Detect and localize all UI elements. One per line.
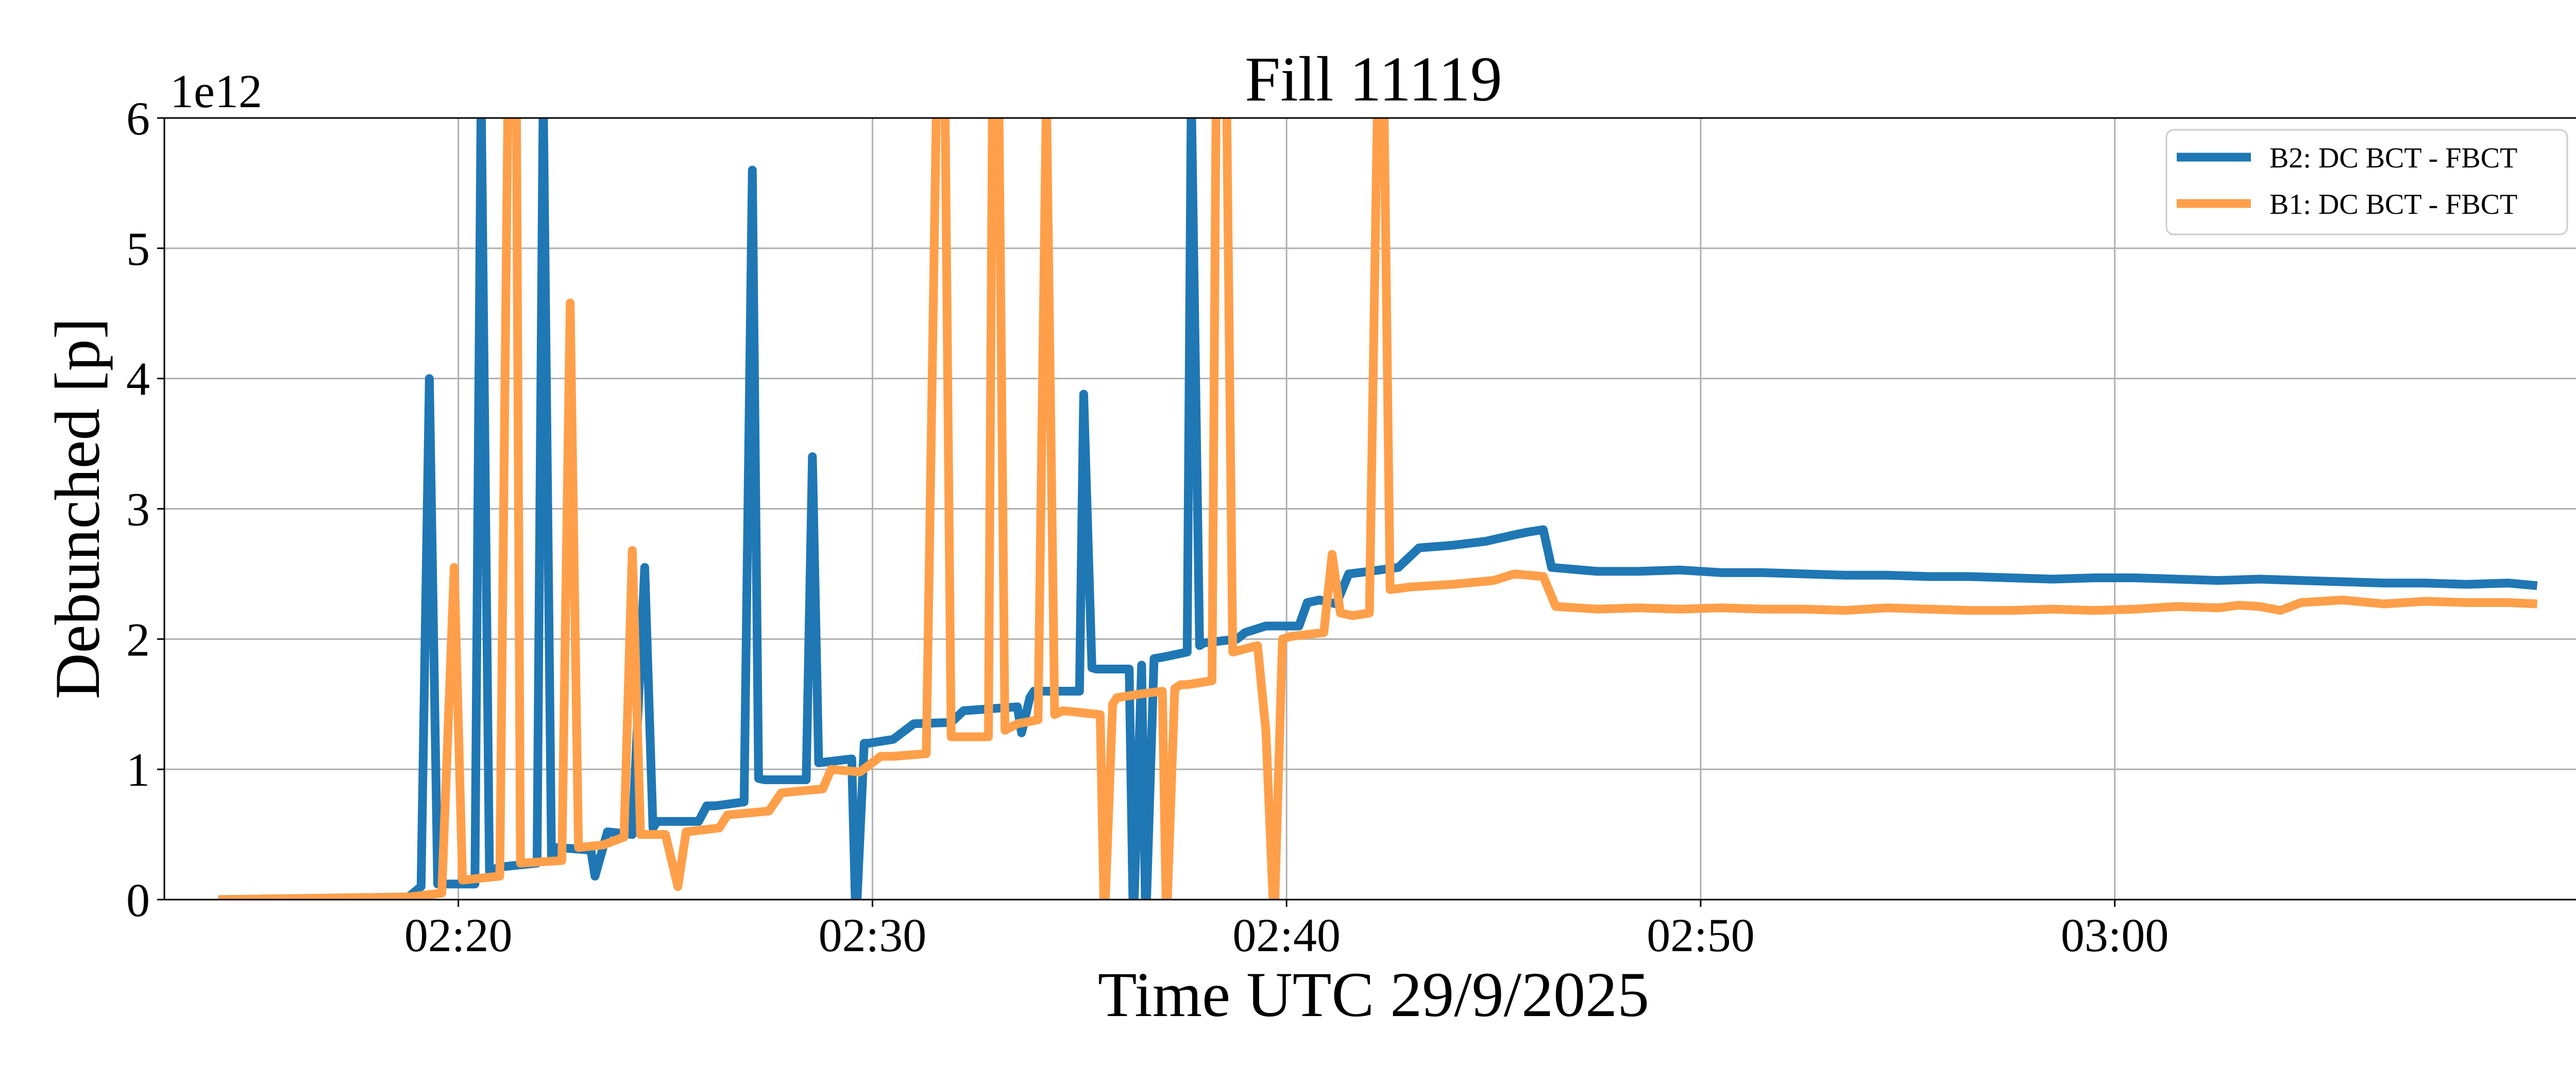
x-tick-label: 02:50 [1647, 909, 1755, 961]
ticks: 02:20 02:30 02:40 02:50 03:00 0 1 2 3 4 5 6 [126, 92, 2169, 961]
x-axis-label: Time UTC 29/9/2025 [1098, 959, 1649, 1030]
x-tick-label: 02:40 [1232, 909, 1341, 961]
series-line-b1 [218, 118, 2537, 900]
legend: B2: DC BCT - FBCT B1: DC BCT - FBCT [2165, 129, 2568, 235]
legend-label-b2: B2: DC BCT - FBCT [2269, 142, 2517, 174]
y-tick-label: 6 [126, 92, 150, 145]
y-tick-label: 2 [126, 613, 150, 666]
y-axis-label: Debunched [p] [42, 318, 113, 699]
series-line-b2 [218, 118, 2538, 900]
y-tick-label: 0 [126, 874, 150, 926]
y-tick-label: 1 [126, 743, 150, 796]
x-tick-label: 02:30 [819, 909, 927, 961]
legend-box [2165, 129, 2568, 235]
y-tick-label: 5 [126, 223, 150, 275]
series-group [218, 118, 2538, 900]
y-offset-text: 1e12 [170, 65, 262, 117]
legend-label-b1: B1: DC BCT - FBCT [2269, 189, 2517, 221]
y-tick-label: 3 [126, 483, 150, 536]
x-tick-label: 03:00 [2061, 909, 2169, 961]
x-tick-label: 02:20 [404, 909, 513, 961]
chart-title: Fill 11119 [1245, 44, 1502, 114]
y-tick-label: 4 [126, 353, 150, 405]
